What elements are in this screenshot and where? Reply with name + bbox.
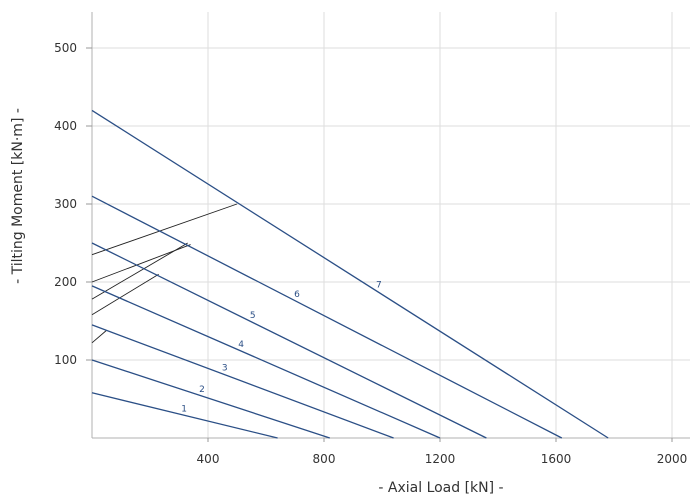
connector-lines <box>91 203 238 344</box>
series-label: 2 <box>199 385 205 395</box>
connector-line <box>91 203 238 256</box>
axes <box>91 12 690 439</box>
y-tick-label: 400 <box>54 119 77 133</box>
y-tick-label: 500 <box>54 41 77 55</box>
series-line-4 <box>91 285 441 439</box>
series-line-3 <box>91 324 394 439</box>
x-tick-label: 400 <box>197 452 220 466</box>
series-line-2 <box>91 359 331 439</box>
tick-labels: 400 800 1200 1600 2000 100 200 300 400 500 <box>54 41 687 466</box>
x-axis-title: - Axial Load [kN] - <box>378 480 503 496</box>
x-tick-label: 1600 <box>541 452 572 466</box>
series-line-6 <box>91 195 563 439</box>
y-tick-label: 200 <box>54 275 77 289</box>
series-line-1 <box>91 392 278 439</box>
y-axis-title: - Tilting Moment [kN·m] - <box>10 108 26 284</box>
series-label: 7 <box>376 281 382 291</box>
connector-line <box>91 242 188 300</box>
x-tick-label: 800 <box>313 452 336 466</box>
connector-line <box>91 244 191 283</box>
x-tick-label: 2000 <box>657 452 688 466</box>
connector-line <box>91 273 159 316</box>
y-tick-label: 100 <box>54 353 77 367</box>
series-lines <box>91 109 609 439</box>
x-tick-label: 1200 <box>425 452 456 466</box>
series-line-5 <box>91 242 487 439</box>
grid <box>92 12 690 438</box>
series-label: 3 <box>222 364 228 374</box>
y-tick-label: 300 <box>54 197 77 211</box>
series-label: 4 <box>238 340 244 350</box>
series-labels: 1 2 3 4 5 6 7 <box>181 281 382 415</box>
series-label: 1 <box>181 404 187 414</box>
series-line-7 <box>91 109 609 439</box>
series-label: 6 <box>294 290 300 300</box>
connector-line <box>91 330 107 344</box>
series-label: 5 <box>250 311 256 321</box>
